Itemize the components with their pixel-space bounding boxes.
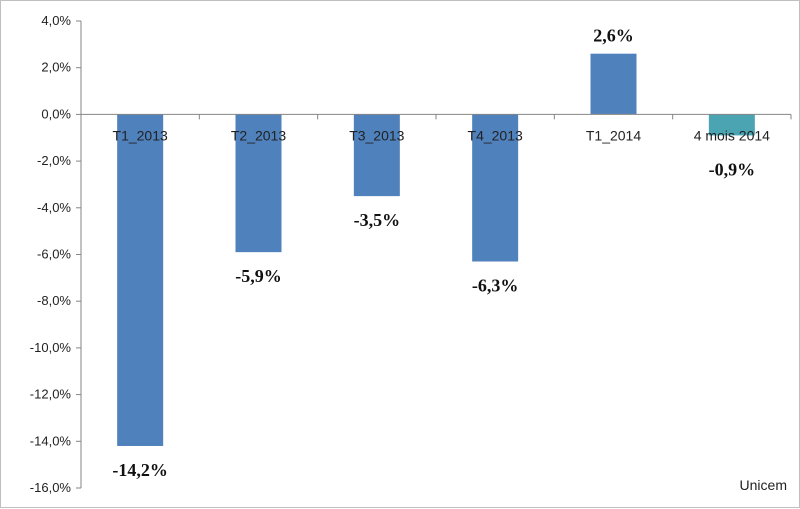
y-tick-label: -16,0% bbox=[30, 480, 72, 495]
y-tick-label: 2,0% bbox=[41, 60, 71, 75]
x-tick-label: T1_2013 bbox=[113, 127, 168, 143]
x-tick-label: T4_2013 bbox=[468, 127, 523, 143]
y-tick-label: 0,0% bbox=[41, 106, 71, 121]
x-tick-label: T3_2013 bbox=[349, 127, 404, 143]
source-label: Unicem bbox=[740, 477, 787, 493]
y-tick-label: 4,0% bbox=[41, 13, 71, 28]
x-tick-label: T1_2014 bbox=[586, 127, 641, 143]
data-label: -14,2% bbox=[112, 460, 168, 480]
y-tick-label: -10,0% bbox=[30, 340, 72, 355]
y-tick-label: -12,0% bbox=[30, 387, 72, 402]
y-axis: 4,0% 2,0% 0,0% -2,0% -4,0% -6,0% -8,0% -10,0% -1… bbox=[30, 13, 82, 495]
x-tick-labels: T1_2013 T2_2013 T3_2013 T4_2013 T1_2014 4 moi… bbox=[113, 127, 771, 143]
y-tick-label: -2,0% bbox=[37, 153, 71, 168]
data-labels: -14,2% -5,9% -3,5% -6,3% 2,6% -0,9% bbox=[112, 26, 755, 480]
data-label: -5,9% bbox=[235, 266, 282, 286]
y-tick-label: -8,0% bbox=[37, 293, 71, 308]
bar bbox=[235, 114, 282, 253]
y-tick-label: -4,0% bbox=[37, 200, 71, 215]
data-label: -0,9% bbox=[709, 159, 756, 179]
bar bbox=[353, 114, 400, 197]
bar bbox=[590, 53, 637, 115]
y-tick-label: -14,0% bbox=[30, 433, 72, 448]
bar bbox=[117, 114, 164, 446]
x-tick-label: 4 mois 2014 bbox=[694, 127, 770, 143]
y-tick-label: -6,0% bbox=[37, 247, 71, 262]
data-label: 2,6% bbox=[593, 26, 634, 46]
data-label: -6,3% bbox=[472, 276, 519, 296]
zero-axis-line bbox=[80, 113, 792, 120]
bar bbox=[708, 114, 755, 136]
bar bbox=[472, 114, 519, 262]
bars bbox=[117, 53, 755, 446]
x-tick-label: T2_2013 bbox=[231, 127, 286, 143]
data-label: -3,5% bbox=[354, 210, 401, 230]
